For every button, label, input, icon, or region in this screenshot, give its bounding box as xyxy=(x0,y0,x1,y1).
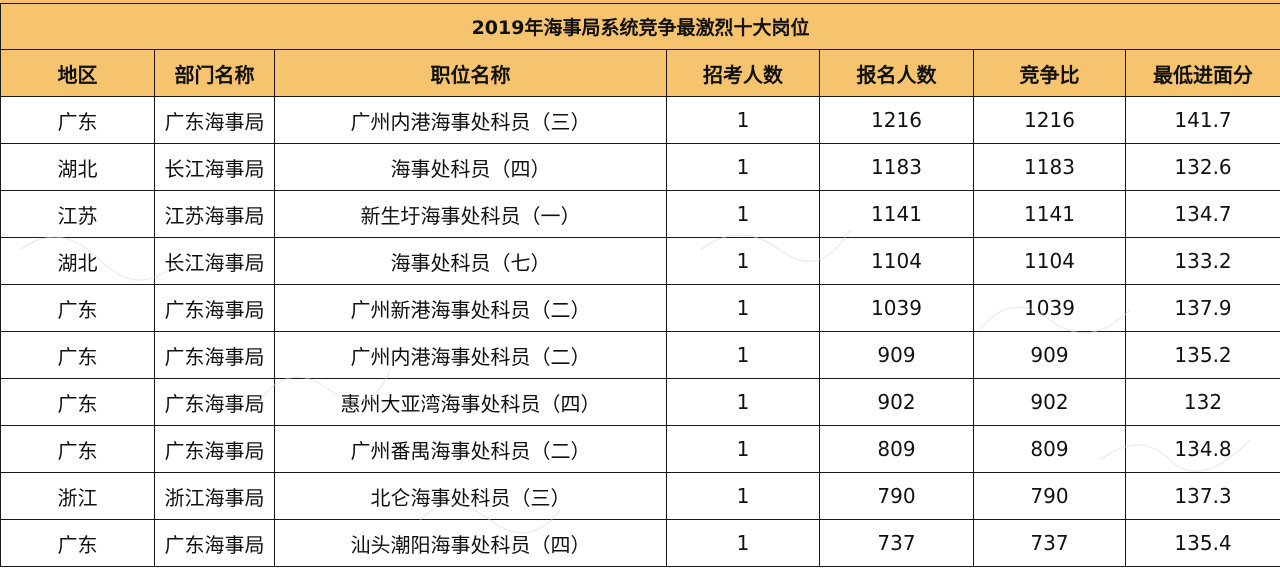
cell-min-interview-score: 137.9 xyxy=(1124,284,1280,332)
cell-recruit-count: 1 xyxy=(666,284,820,332)
table-row: 湖北 长江海事局 海事处科员（七） 1 1104 1104 133.2 xyxy=(0,237,1280,285)
competition-table: 2019年海事局系统竞争最激烈十大岗位 地区 部门名称 职位名称 招考人数 报名… xyxy=(0,3,1280,567)
cell-applicant-count: 902 xyxy=(819,378,974,426)
cell-region: 广东 xyxy=(0,519,155,567)
cell-position: 海事处科员（七） xyxy=(274,237,667,285)
cell-applicant-count: 1216 xyxy=(819,96,974,144)
table-row: 广东 广东海事局 汕头潮阳海事处科员（四） 1 737 737 135.4 xyxy=(0,519,1280,567)
cell-applicant-count: 1039 xyxy=(819,284,974,332)
cell-recruit-count: 1 xyxy=(666,519,820,567)
cell-department: 广东海事局 xyxy=(154,425,275,473)
cell-applicant-count: 809 xyxy=(819,425,974,473)
cell-department: 广东海事局 xyxy=(154,96,275,144)
header-position: 职位名称 xyxy=(274,49,667,97)
table-row: 广东 广东海事局 广州新港海事处科员（二） 1 1039 1039 137.9 xyxy=(0,284,1280,332)
cell-department: 广东海事局 xyxy=(154,331,275,379)
cell-recruit-count: 1 xyxy=(666,472,820,520)
table-row: 广东 广东海事局 广州内港海事处科员（二） 1 909 909 135.2 xyxy=(0,331,1280,379)
cell-position: 海事处科员（四） xyxy=(274,143,667,191)
cell-min-interview-score: 135.2 xyxy=(1124,331,1280,379)
cell-recruit-count: 1 xyxy=(666,96,820,144)
header-region: 地区 xyxy=(0,49,155,97)
cell-recruit-count: 1 xyxy=(666,331,820,379)
cell-applicant-count: 790 xyxy=(819,472,974,520)
cell-competition-ratio: 790 xyxy=(973,472,1126,520)
table-row: 浙江 浙江海事局 北仑海事处科员（三） 1 790 790 137.3 xyxy=(0,472,1280,520)
table-row: 湖北 长江海事局 海事处科员（四） 1 1183 1183 132.6 xyxy=(0,143,1280,191)
cell-min-interview-score: 137.3 xyxy=(1124,472,1280,520)
cell-region: 江苏 xyxy=(0,190,155,238)
cell-department: 广东海事局 xyxy=(154,519,275,567)
table-row: 广东 广东海事局 广州番禺海事处科员（二） 1 809 809 134.8 xyxy=(0,425,1280,473)
cell-recruit-count: 1 xyxy=(666,425,820,473)
top-color-strip xyxy=(0,0,1280,3)
table-row: 江苏 江苏海事局 新生圩海事处科员（一） 1 1141 1141 134.7 xyxy=(0,190,1280,238)
cell-recruit-count: 1 xyxy=(666,378,820,426)
cell-applicant-count: 737 xyxy=(819,519,974,567)
header-competition-ratio: 竞争比 xyxy=(973,49,1126,97)
cell-min-interview-score: 134.7 xyxy=(1124,190,1280,238)
cell-min-interview-score: 133.2 xyxy=(1124,237,1280,285)
cell-position: 广州内港海事处科员（三） xyxy=(274,96,667,144)
cell-competition-ratio: 1104 xyxy=(973,237,1126,285)
cell-applicant-count: 1183 xyxy=(819,143,974,191)
cell-position: 惠州大亚湾海事处科员（四） xyxy=(274,378,667,426)
cell-department: 广东海事局 xyxy=(154,378,275,426)
cell-competition-ratio: 809 xyxy=(973,425,1126,473)
cell-department: 广东海事局 xyxy=(154,284,275,332)
table-title-row: 2019年海事局系统竞争最激烈十大岗位 xyxy=(0,3,1280,50)
table-body: 广东 广东海事局 广州内港海事处科员（三） 1 1216 1216 141.7 湖北 长江海事局… xyxy=(0,96,1280,567)
cell-position: 广州番禺海事处科员（二） xyxy=(274,425,667,473)
cell-applicant-count: 909 xyxy=(819,331,974,379)
cell-region: 湖北 xyxy=(0,237,155,285)
cell-recruit-count: 1 xyxy=(666,143,820,191)
cell-department: 长江海事局 xyxy=(154,143,275,191)
cell-position: 北仑海事处科员（三） xyxy=(274,472,667,520)
cell-recruit-count: 1 xyxy=(666,190,820,238)
cell-min-interview-score: 141.7 xyxy=(1124,96,1280,144)
table-title: 2019年海事局系统竞争最激烈十大岗位 xyxy=(0,3,1280,50)
cell-competition-ratio: 737 xyxy=(973,519,1126,567)
cell-region: 浙江 xyxy=(0,472,155,520)
cell-region: 广东 xyxy=(0,425,155,473)
cell-region: 湖北 xyxy=(0,143,155,191)
cell-department: 长江海事局 xyxy=(154,237,275,285)
cell-position: 新生圩海事处科员（一） xyxy=(274,190,667,238)
cell-applicant-count: 1141 xyxy=(819,190,974,238)
cell-competition-ratio: 1216 xyxy=(973,96,1126,144)
table-header-row: 地区 部门名称 职位名称 招考人数 报名人数 竞争比 最低进面分 xyxy=(0,49,1280,97)
cell-position: 汕头潮阳海事处科员（四） xyxy=(274,519,667,567)
cell-competition-ratio: 902 xyxy=(973,378,1126,426)
cell-recruit-count: 1 xyxy=(666,237,820,285)
cell-competition-ratio: 1183 xyxy=(973,143,1126,191)
header-recruit-count: 招考人数 xyxy=(666,49,820,97)
cell-competition-ratio: 1039 xyxy=(973,284,1126,332)
cell-region: 广东 xyxy=(0,284,155,332)
cell-competition-ratio: 1141 xyxy=(973,190,1126,238)
header-department: 部门名称 xyxy=(154,49,275,97)
cell-min-interview-score: 132 xyxy=(1124,378,1280,426)
table-row: 广东 广东海事局 广州内港海事处科员（三） 1 1216 1216 141.7 xyxy=(0,96,1280,144)
table-row: 广东 广东海事局 惠州大亚湾海事处科员（四） 1 902 902 132 xyxy=(0,378,1280,426)
cell-min-interview-score: 135.4 xyxy=(1124,519,1280,567)
cell-region: 广东 xyxy=(0,96,155,144)
cell-department: 江苏海事局 xyxy=(154,190,275,238)
cell-min-interview-score: 134.8 xyxy=(1124,425,1280,473)
header-applicant-count: 报名人数 xyxy=(819,49,974,97)
cell-region: 广东 xyxy=(0,378,155,426)
cell-department: 浙江海事局 xyxy=(154,472,275,520)
cell-min-interview-score: 132.6 xyxy=(1124,143,1280,191)
header-min-interview-score: 最低进面分 xyxy=(1124,49,1280,97)
cell-applicant-count: 1104 xyxy=(819,237,974,285)
cell-competition-ratio: 909 xyxy=(973,331,1126,379)
cell-position: 广州内港海事处科员（二） xyxy=(274,331,667,379)
cell-position: 广州新港海事处科员（二） xyxy=(274,284,667,332)
cell-region: 广东 xyxy=(0,331,155,379)
